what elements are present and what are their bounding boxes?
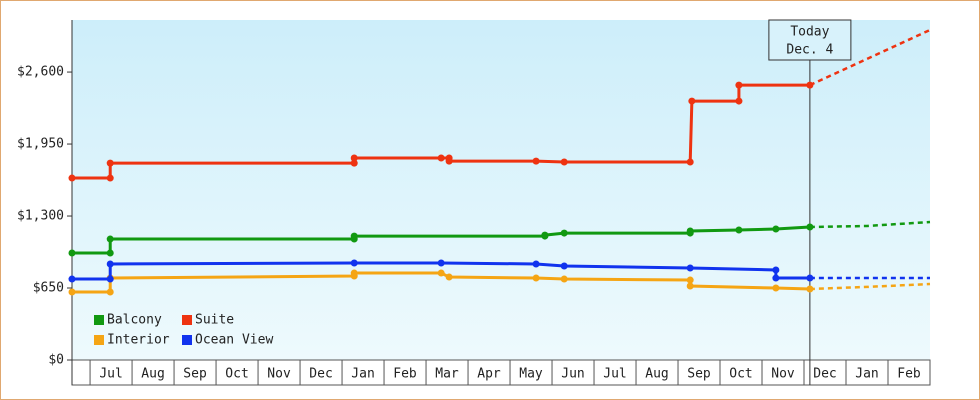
- data-point: [106, 235, 114, 243]
- data-point: [560, 275, 568, 283]
- data-point: [106, 275, 114, 283]
- data-point: [560, 229, 568, 237]
- forecast-line: [809, 220, 931, 229]
- data-point: [106, 260, 114, 268]
- data-point: [350, 159, 358, 167]
- x-tick-label: Jan: [351, 367, 374, 382]
- data-point: [772, 225, 780, 233]
- legend-label: Suite: [195, 313, 234, 328]
- x-tick-label: Jan: [855, 367, 878, 382]
- x-tick-label: Nov: [771, 367, 795, 382]
- data-point: [686, 276, 694, 284]
- today-label: Dec. 4: [786, 43, 833, 58]
- y-tick-label: $1,300: [17, 209, 64, 224]
- legend-swatch: [94, 335, 104, 345]
- data-point: [686, 264, 694, 272]
- legend-label: Interior: [107, 333, 170, 348]
- data-point: [445, 157, 453, 165]
- data-point: [806, 223, 814, 231]
- data-point: [686, 158, 694, 166]
- x-tick-label: Mar: [435, 367, 459, 382]
- today-box: [768, 19, 852, 61]
- data-point: [437, 269, 445, 277]
- data-point: [106, 288, 114, 296]
- data-point: [437, 154, 445, 162]
- data-point: [532, 260, 540, 268]
- data-point: [437, 259, 445, 267]
- x-tick-label: Oct: [225, 367, 248, 382]
- data-point: [806, 81, 814, 89]
- data-point: [532, 274, 540, 282]
- data-point: [350, 259, 358, 267]
- y-tick-label: $0: [48, 353, 64, 368]
- data-point: [735, 81, 743, 89]
- x-tick-label: Jul: [603, 367, 626, 382]
- x-tick-label: Sep: [183, 367, 207, 382]
- today-label: Today: [790, 25, 829, 40]
- data-point: [68, 249, 76, 257]
- legend-swatch: [182, 315, 192, 325]
- data-point: [106, 174, 114, 182]
- data-point: [560, 158, 568, 166]
- x-tick-label: Jun: [561, 367, 584, 382]
- data-point: [772, 266, 780, 274]
- forecast-line: [809, 28, 931, 87]
- data-point: [806, 274, 814, 282]
- legend-label: Balcony: [107, 313, 162, 328]
- x-tick-label: Nov: [267, 367, 291, 382]
- y-tick-label: $2,600: [17, 65, 64, 80]
- data-point: [350, 232, 358, 240]
- data-point: [560, 262, 568, 270]
- data-point: [735, 97, 743, 105]
- x-tick-label: Sep: [687, 367, 711, 382]
- y-tick-label: $650: [33, 281, 64, 296]
- plot-area: [72, 20, 930, 360]
- data-point: [68, 288, 76, 296]
- legend-swatch: [94, 315, 104, 325]
- x-tick-label: Feb: [897, 367, 921, 382]
- x-tick-label: Dec: [813, 367, 836, 382]
- data-point: [350, 154, 358, 162]
- x-tick-label: Dec: [309, 367, 332, 382]
- legend-label: Ocean View: [195, 333, 273, 348]
- data-point: [532, 157, 540, 165]
- y-tick-label: $1,950: [17, 137, 64, 152]
- data-point: [68, 275, 76, 283]
- data-point: [686, 282, 694, 290]
- legend-swatch: [182, 335, 192, 345]
- data-point: [106, 249, 114, 257]
- x-tick-label: Aug: [645, 367, 668, 382]
- data-point: [686, 227, 694, 235]
- data-point: [806, 285, 814, 293]
- forecast-line: [809, 282, 931, 291]
- x-tick-label: Aug: [141, 367, 164, 382]
- x-tick-label: Oct: [729, 367, 752, 382]
- data-point: [735, 226, 743, 234]
- x-tick-label: Apr: [477, 367, 501, 382]
- data-point: [541, 231, 549, 239]
- data-point: [106, 159, 114, 167]
- data-point: [68, 174, 76, 182]
- x-tick-label: Jul: [99, 367, 122, 382]
- x-tick-label: May: [519, 367, 543, 382]
- data-point: [445, 273, 453, 281]
- x-tick-label: Feb: [393, 367, 417, 382]
- data-point: [772, 274, 780, 282]
- data-point: [772, 284, 780, 292]
- data-point: [688, 97, 696, 105]
- data-point: [350, 269, 358, 277]
- x-axis-band: [71, 359, 931, 386]
